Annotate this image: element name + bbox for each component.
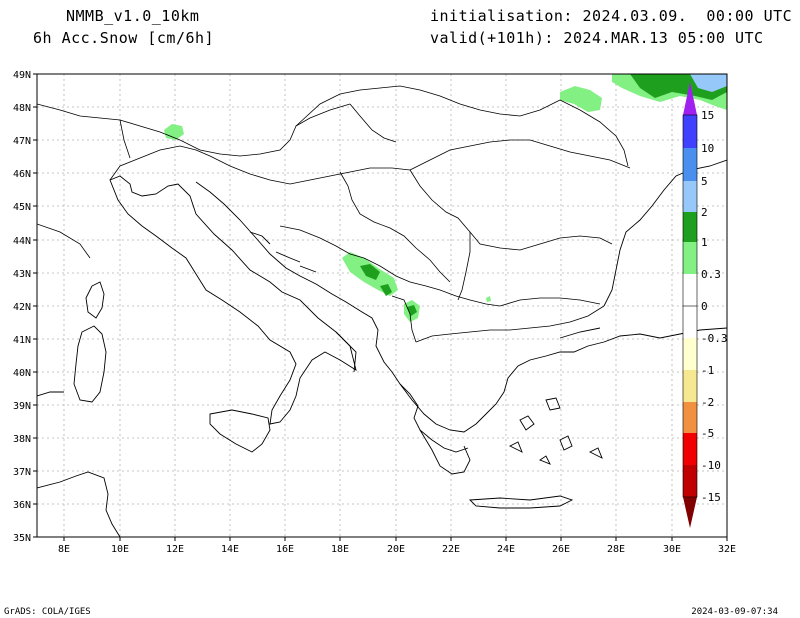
colorbar-cell [683,465,697,497]
lat-label: 36N [13,500,31,511]
sardinia-coast [73,325,107,403]
colorbar-top-triangle [683,82,697,115]
field-title: 6h Acc.Snow [cm/6h] [33,29,215,47]
valid-time: valid(+101h): 2024.MAR.13 05:00 UTC [430,29,764,47]
lat-label: 42N [13,302,31,313]
coastlines [37,159,727,537]
lon-label: 18E [331,544,349,555]
snow-area-ukraine-deep [690,74,727,92]
model-title: NMMB_v1.0_10km [66,7,200,25]
black-sea-coast [603,159,727,307]
snow-area-moldova [560,86,602,112]
lon-label: 14E [221,544,239,555]
lat-label: 49N [13,70,31,81]
colorbar-label: 0 [701,300,708,313]
colorbar: 15 10 5 2 1 0.3 0 -0.3 -1 -2 -5 -10 -15 [682,82,728,528]
colorbar-cell [683,433,697,465]
colorbar-label: -1 [701,364,714,377]
colorbar-label: -0.3 [701,332,728,345]
colorbar-label: 10 [701,142,714,155]
colorbar-label: -10 [701,459,721,472]
initialisation-time: initialisation: 2024.03.09. 00:00 UTC [430,7,793,25]
map-frame [36,73,728,538]
grid-lines [37,74,727,537]
colorbar-label: -5 [701,427,714,440]
snow-area-dinaric-core [360,264,380,280]
lon-label: 28E [607,544,625,555]
lon-label: 32E [718,544,736,555]
colorbar-cell [683,115,697,148]
lat-label: 41N [13,335,31,346]
colorbar-label: 15 [701,109,714,122]
lon-label: 24E [497,544,515,555]
crete-coast [468,495,574,509]
colorbar-cell [683,402,697,433]
lat-label: 45N [13,202,31,213]
balkan-coast [195,181,469,453]
snow-area-montenegro [380,284,392,296]
colorbar-cell [683,148,697,181]
colorbar-label: 5 [701,175,708,188]
lon-label: 26E [552,544,570,555]
greece-coast [399,341,605,433]
grads-credit: GrADS: COLA/IGES [4,607,91,617]
colorbar-label: -15 [701,491,721,504]
lat-label: 43N [13,269,31,280]
lat-label: 35N [13,533,31,544]
sicily-coast [209,409,271,453]
render-timestamp: 2024-03-09-07:34 [691,607,778,617]
colorbar-label: 1 [701,236,708,249]
lon-label: 22E [442,544,460,555]
lon-label: 16E [276,544,294,555]
lon-label: 10E [111,544,129,555]
latitude-labels: 49N 48N 47N 46N 45N 44N 43N 42N 41N 40N … [13,70,31,544]
lat-label: 47N [13,136,31,147]
lat-label: 48N [13,103,31,114]
lat-label: 39N [13,401,31,412]
country-borders [37,85,631,343]
corsica-coast [85,281,105,319]
lon-label: 8E [58,544,70,555]
snow-area-bulgaria-dot [486,296,491,302]
axis-ticks [33,73,728,541]
lat-label: 38N [13,434,31,445]
colorbar-cell [683,370,697,402]
italy-coast [109,175,357,425]
colorbar-label: 0.3 [701,268,721,281]
colorbar-cell [683,338,697,370]
colorbar-bottom-triangle [683,497,697,528]
lon-label: 20E [387,544,405,555]
lat-label: 44N [13,236,31,247]
colorbar-label: 2 [701,206,708,219]
lon-label: 30E [663,544,681,555]
lat-label: 40N [13,368,31,379]
snow-shading [164,74,727,322]
colorbar-label: -2 [701,396,714,409]
colorbar-cell [683,242,697,274]
snow-area-albania-core [407,305,417,316]
north-africa-coast [37,471,121,537]
lat-label: 46N [13,169,31,180]
turkey-coast [603,327,727,343]
lat-label: 37N [13,467,31,478]
colorbar-cell [683,181,697,212]
longitude-labels: 8E 10E 12E 14E 16E 18E 20E 22E 24E 26E 2… [58,544,736,555]
colorbar-cell [683,212,697,242]
lon-label: 12E [166,544,184,555]
